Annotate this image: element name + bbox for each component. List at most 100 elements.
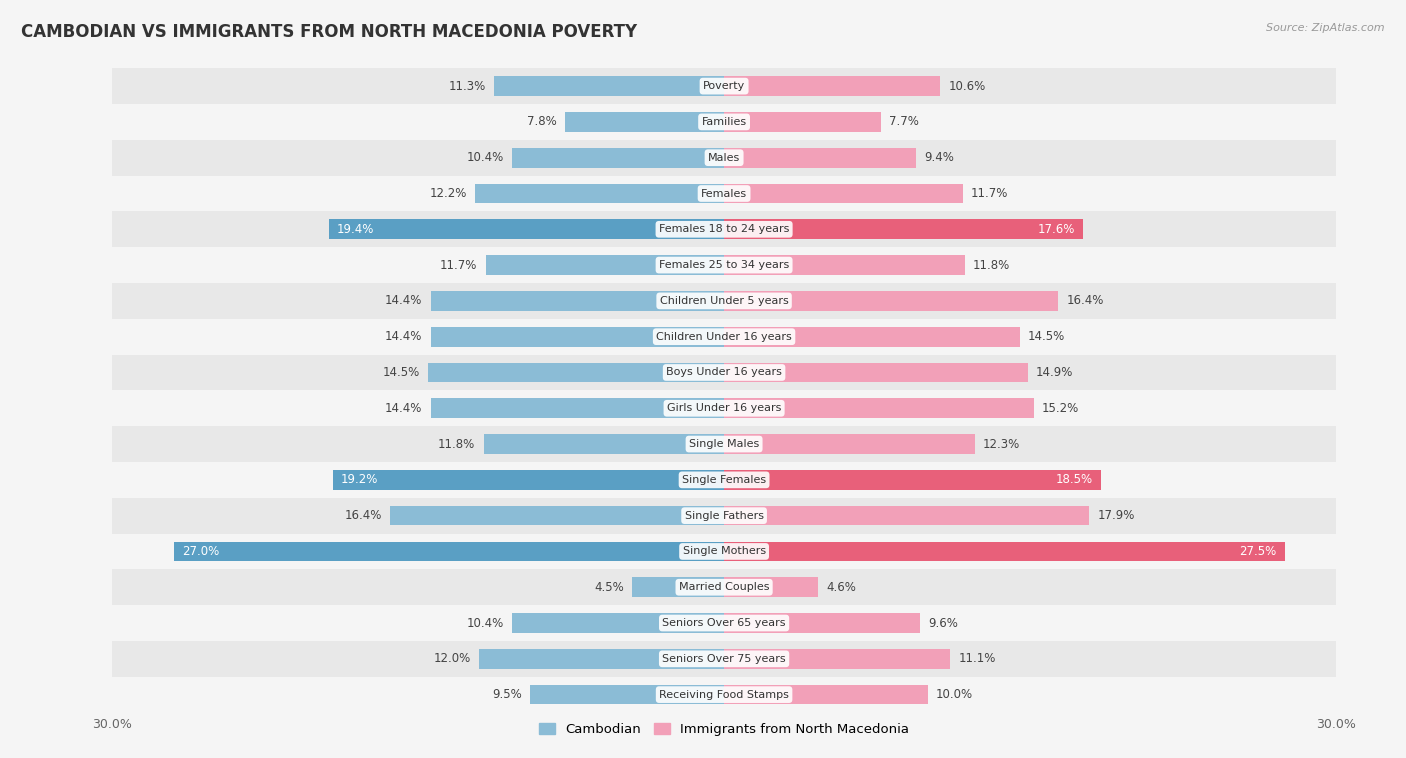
Text: 9.5%: 9.5% xyxy=(492,688,522,701)
Text: 4.5%: 4.5% xyxy=(595,581,624,594)
Bar xyxy=(724,220,1083,239)
Text: 14.5%: 14.5% xyxy=(1028,330,1066,343)
Text: Boys Under 16 years: Boys Under 16 years xyxy=(666,368,782,377)
Text: 11.8%: 11.8% xyxy=(973,258,1010,271)
Text: 7.8%: 7.8% xyxy=(527,115,557,128)
Bar xyxy=(475,183,724,203)
Bar xyxy=(112,605,1336,641)
Text: Married Couples: Married Couples xyxy=(679,582,769,592)
Text: 10.4%: 10.4% xyxy=(467,151,503,164)
Text: 14.4%: 14.4% xyxy=(385,330,422,343)
Text: 19.2%: 19.2% xyxy=(340,473,378,487)
Text: 11.1%: 11.1% xyxy=(959,653,995,666)
Bar xyxy=(329,220,724,239)
Bar xyxy=(485,255,724,275)
Text: Children Under 5 years: Children Under 5 years xyxy=(659,296,789,306)
Bar xyxy=(724,183,963,203)
Text: 9.6%: 9.6% xyxy=(928,616,957,630)
Text: 16.4%: 16.4% xyxy=(344,509,381,522)
Bar xyxy=(173,542,724,561)
Bar xyxy=(724,291,1059,311)
Text: Families: Families xyxy=(702,117,747,127)
Bar xyxy=(724,399,1033,418)
Bar xyxy=(112,211,1336,247)
Bar xyxy=(479,649,724,669)
Text: 11.3%: 11.3% xyxy=(449,80,485,92)
Text: Girls Under 16 years: Girls Under 16 years xyxy=(666,403,782,413)
Legend: Cambodian, Immigrants from North Macedonia: Cambodian, Immigrants from North Macedon… xyxy=(533,718,915,741)
Text: 27.0%: 27.0% xyxy=(181,545,219,558)
Bar xyxy=(112,498,1336,534)
Bar xyxy=(112,426,1336,462)
Text: Females: Females xyxy=(702,189,747,199)
Text: 10.6%: 10.6% xyxy=(948,80,986,92)
Bar xyxy=(112,283,1336,319)
Text: 17.6%: 17.6% xyxy=(1038,223,1074,236)
Text: 11.7%: 11.7% xyxy=(970,187,1008,200)
Text: 7.7%: 7.7% xyxy=(889,115,920,128)
Text: 11.7%: 11.7% xyxy=(440,258,478,271)
Text: 27.5%: 27.5% xyxy=(1239,545,1277,558)
Bar xyxy=(112,534,1336,569)
Text: Single Females: Single Females xyxy=(682,475,766,485)
Bar xyxy=(724,613,920,633)
Text: 14.5%: 14.5% xyxy=(382,366,420,379)
Text: Source: ZipAtlas.com: Source: ZipAtlas.com xyxy=(1267,23,1385,33)
Text: Seniors Over 75 years: Seniors Over 75 years xyxy=(662,654,786,664)
Bar xyxy=(724,684,928,704)
Bar xyxy=(565,112,724,132)
Text: 12.2%: 12.2% xyxy=(430,187,467,200)
Text: Males: Males xyxy=(709,152,740,163)
Bar xyxy=(530,684,724,704)
Bar xyxy=(494,77,724,96)
Bar xyxy=(512,148,724,168)
Bar xyxy=(430,291,724,311)
Bar xyxy=(724,649,950,669)
Text: 17.9%: 17.9% xyxy=(1097,509,1135,522)
Bar xyxy=(429,362,724,382)
Text: 16.4%: 16.4% xyxy=(1067,294,1104,308)
Text: 12.3%: 12.3% xyxy=(983,437,1021,450)
Bar xyxy=(724,148,915,168)
Text: CAMBODIAN VS IMMIGRANTS FROM NORTH MACEDONIA POVERTY: CAMBODIAN VS IMMIGRANTS FROM NORTH MACED… xyxy=(21,23,637,41)
Text: Females 18 to 24 years: Females 18 to 24 years xyxy=(659,224,789,234)
Bar xyxy=(724,77,941,96)
Bar xyxy=(724,255,965,275)
Bar xyxy=(112,176,1336,211)
Text: Single Males: Single Males xyxy=(689,439,759,449)
Text: Receiving Food Stamps: Receiving Food Stamps xyxy=(659,690,789,700)
Bar xyxy=(724,578,818,597)
Bar xyxy=(112,355,1336,390)
Bar xyxy=(112,641,1336,677)
Text: 15.2%: 15.2% xyxy=(1042,402,1080,415)
Text: Single Mothers: Single Mothers xyxy=(682,547,766,556)
Bar xyxy=(430,327,724,346)
Text: 9.4%: 9.4% xyxy=(924,151,953,164)
Bar xyxy=(512,613,724,633)
Text: 18.5%: 18.5% xyxy=(1056,473,1092,487)
Text: Children Under 16 years: Children Under 16 years xyxy=(657,332,792,342)
Text: 10.4%: 10.4% xyxy=(467,616,503,630)
Bar xyxy=(112,247,1336,283)
Text: 4.6%: 4.6% xyxy=(827,581,856,594)
Bar xyxy=(112,677,1336,713)
Bar xyxy=(112,569,1336,605)
Text: 14.4%: 14.4% xyxy=(385,402,422,415)
Bar xyxy=(633,578,724,597)
Bar xyxy=(389,506,724,525)
Bar xyxy=(112,319,1336,355)
Bar xyxy=(112,139,1336,176)
Bar xyxy=(484,434,724,454)
Bar xyxy=(724,327,1019,346)
Bar xyxy=(333,470,724,490)
Bar xyxy=(430,399,724,418)
Text: 12.0%: 12.0% xyxy=(434,653,471,666)
Bar xyxy=(724,362,1028,382)
Bar xyxy=(724,542,1285,561)
Bar xyxy=(724,434,974,454)
Text: 19.4%: 19.4% xyxy=(337,223,374,236)
Text: Single Fathers: Single Fathers xyxy=(685,511,763,521)
Bar xyxy=(724,470,1101,490)
Bar xyxy=(112,390,1336,426)
Text: 11.8%: 11.8% xyxy=(439,437,475,450)
